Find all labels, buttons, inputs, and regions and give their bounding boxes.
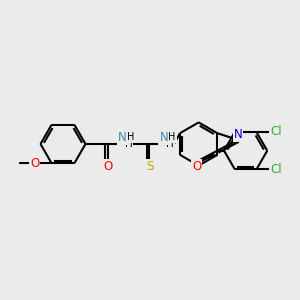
Text: S: S xyxy=(146,160,153,173)
Text: O: O xyxy=(30,157,39,170)
Text: H: H xyxy=(125,139,132,149)
Text: N: N xyxy=(159,131,168,144)
Text: H: H xyxy=(169,132,176,142)
Text: N: N xyxy=(233,128,242,141)
Text: O: O xyxy=(192,160,201,173)
Text: Cl: Cl xyxy=(270,163,282,176)
Text: Cl: Cl xyxy=(270,125,282,139)
Text: N: N xyxy=(159,131,168,144)
Text: H: H xyxy=(127,132,134,142)
Text: H: H xyxy=(167,139,174,149)
Text: N: N xyxy=(118,131,126,144)
Text: N: N xyxy=(118,131,126,144)
Text: O: O xyxy=(103,160,112,173)
